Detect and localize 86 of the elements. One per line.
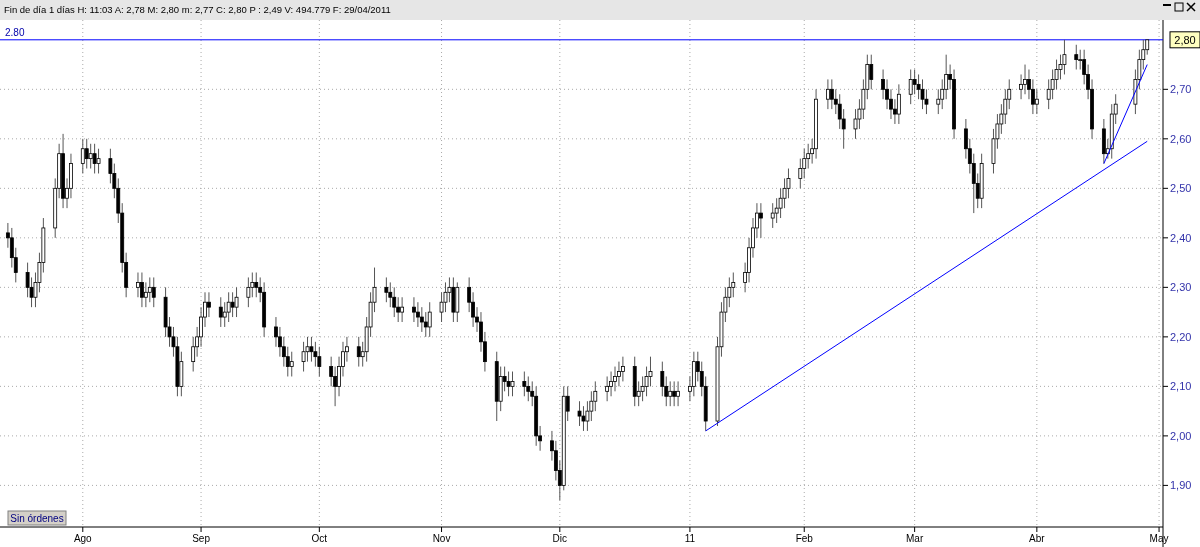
candlestick [605, 375, 610, 402]
ref-line-label: 2,80 [1174, 33, 1196, 46]
candlestick [140, 272, 144, 308]
candlestick [301, 341, 306, 373]
y-tick-label: 1,90 [1170, 479, 1192, 492]
candlestick [234, 286, 239, 318]
candlestick [384, 276, 389, 303]
x-tick-label: Feb [795, 533, 814, 544]
candlestick [317, 346, 322, 377]
candlestick [621, 356, 625, 382]
y-tick-label: 2,70 [1170, 83, 1192, 96]
candlestick [1078, 49, 1083, 71]
candlestick [246, 276, 251, 308]
candlestick [80, 138, 85, 174]
candlestick [226, 291, 231, 323]
candlestick [510, 371, 515, 397]
y-tick-label: 2,50 [1170, 182, 1192, 195]
candlestick [218, 296, 223, 328]
x-tick-label: Mar [906, 533, 924, 544]
y-tick-label: 2,30 [1170, 281, 1192, 294]
x-tick-label: Ago [73, 533, 93, 544]
candlestick [392, 286, 397, 318]
candlestick [609, 371, 613, 397]
candlestick [96, 148, 101, 174]
candlestick [940, 78, 945, 110]
candlestick [581, 405, 586, 432]
candlestick [1062, 39, 1067, 75]
candlestick [147, 276, 152, 303]
candlestick [427, 301, 432, 338]
y-tick-label: 2,10 [1170, 380, 1192, 393]
candlestick [289, 351, 294, 377]
candlestick [143, 281, 148, 308]
candlestick [617, 361, 621, 387]
candlestick [230, 291, 235, 318]
candlestick [207, 291, 211, 318]
candlestick [356, 336, 361, 368]
x-tick-label: Dic [552, 533, 568, 544]
x-tick-label: 11 [684, 533, 696, 544]
candlestick [869, 54, 874, 90]
candlestick [829, 78, 834, 110]
x-tick-label: Oct [311, 533, 328, 544]
candlestick [668, 380, 673, 407]
candlestick [388, 281, 393, 308]
candlestick [506, 371, 511, 397]
candlestick [1023, 64, 1027, 95]
candlestick [412, 296, 416, 323]
candlestick [309, 336, 314, 363]
candlestick [419, 306, 424, 333]
y-tick-label: 2,40 [1170, 231, 1192, 244]
candlestick [526, 375, 531, 402]
candlestick [936, 88, 941, 115]
candlestick [522, 371, 527, 397]
x-tick-label: Nov [432, 533, 451, 544]
candlestick [841, 108, 846, 150]
candlestick [758, 202, 763, 239]
candlestick [908, 69, 913, 105]
x-tick-label: Abr [1029, 533, 1046, 544]
annotation: 2.80 [5, 26, 25, 38]
x-tick-label: May [1149, 533, 1169, 544]
candlestick [577, 400, 582, 427]
y-tick-label: 2,20 [1170, 330, 1192, 343]
candlestick [613, 366, 617, 392]
candlestick [415, 301, 420, 328]
candlestick [826, 78, 830, 110]
candlestick [1074, 44, 1079, 71]
candlestick [676, 380, 680, 407]
y-tick-label: 2,00 [1170, 429, 1192, 442]
candlestick [920, 78, 925, 110]
candlestick [136, 272, 140, 298]
candlestick [770, 202, 775, 229]
y-tick-label: 2,60 [1170, 132, 1192, 145]
candlestick [151, 276, 156, 308]
candlestick [912, 69, 917, 95]
chart-title: Fin de día 1 días H: 11:03 A: 2,78 M: 2,80 m: 2,77 C: 2,80 P : 2,49 V: 494.779 F: 29/04/2011 [4, 4, 391, 15]
candlestick [798, 158, 803, 189]
candlestick [1034, 88, 1039, 115]
candlestick [896, 83, 901, 125]
candlestick [84, 138, 89, 170]
candlestick [254, 272, 259, 298]
candlestick [92, 143, 97, 174]
annotation: Sin órdenes [10, 513, 64, 524]
candlestick [672, 380, 677, 407]
candlestick [423, 311, 428, 338]
candlestick [400, 296, 405, 323]
candlestick [660, 361, 665, 397]
x-tick-label: Sep [192, 533, 211, 544]
